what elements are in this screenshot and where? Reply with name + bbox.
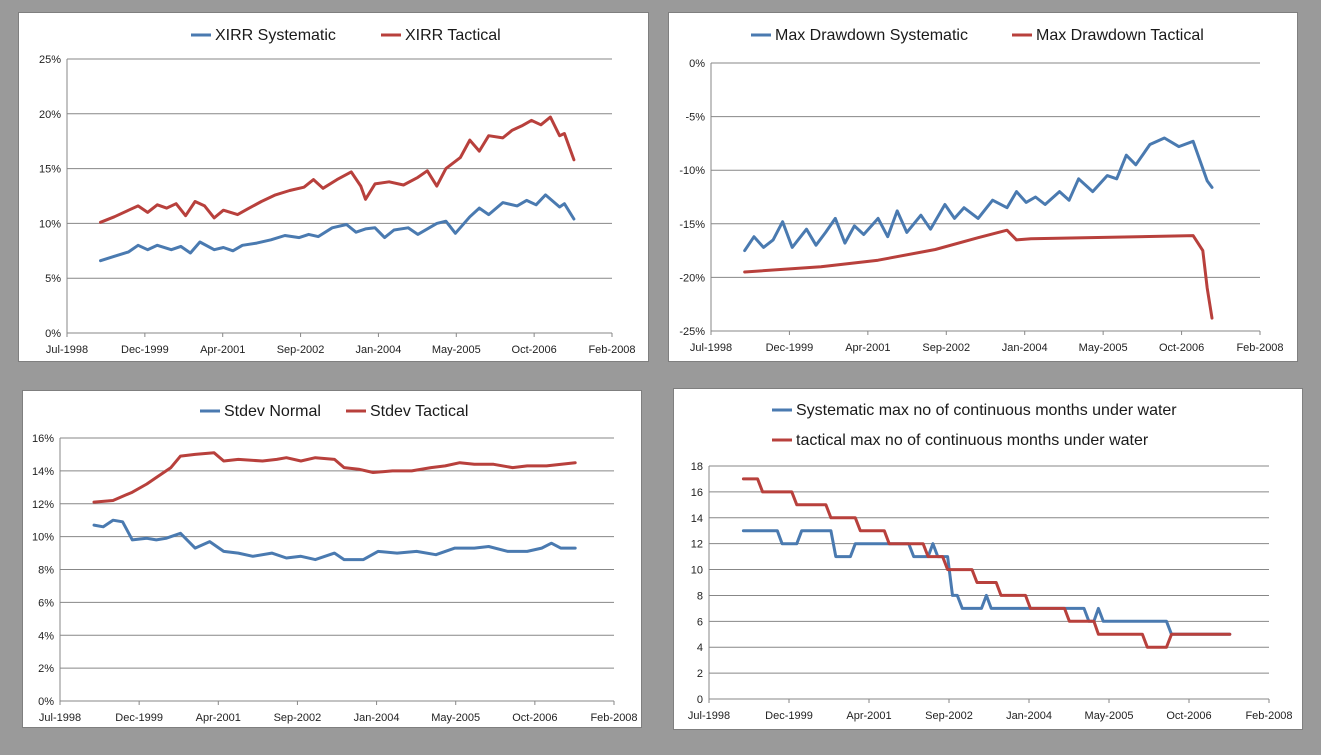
x-tick-label: Jan-2004 xyxy=(354,712,400,724)
y-tick-label: 6% xyxy=(38,597,54,609)
x-tick-label: Feb-2008 xyxy=(1245,710,1292,722)
series-line-tactical-max-no-of-continuous-months-under-water xyxy=(741,477,1232,649)
x-tick-label: May-2005 xyxy=(1085,710,1134,722)
y-tick-label: 4% xyxy=(38,630,54,642)
legend-label: tactical max no of continuous months und… xyxy=(796,432,1149,449)
x-tick-label: Dec-1999 xyxy=(115,712,163,724)
legend-label: Max Drawdown Tactical xyxy=(1036,27,1204,44)
y-tick-label: 14% xyxy=(32,466,54,478)
legend-item-xirr-systematic: XIRR Systematic xyxy=(191,27,336,44)
y-tick-label: 16 xyxy=(691,487,703,499)
y-tick-label: 10% xyxy=(39,218,61,230)
legend-label: XIRR Systematic xyxy=(215,27,336,44)
y-tick-label: 15% xyxy=(39,164,61,176)
chart-panel-xirr: 0% 5% 10% 15% 20% 25% Jul-1998 Dec-1999 Apr-2001… xyxy=(18,12,649,362)
x-tick-label: Jul-1998 xyxy=(688,710,730,722)
y-tick-label: 14 xyxy=(691,513,703,525)
legend-label: Systematic max no of continuous months u… xyxy=(796,402,1177,419)
y-tick-label: 8% xyxy=(38,565,54,577)
x-tick-label: Jan-2004 xyxy=(1002,342,1048,354)
x-tick-label: Dec-1999 xyxy=(766,342,814,354)
legend-item-tactical-max-no-of-continuous-months-under-water: tactical max no of continuous months und… xyxy=(772,432,1149,449)
x-tick-label: Feb-2008 xyxy=(590,712,637,724)
series-line-stdev-tactical xyxy=(92,451,577,504)
y-tick-label: 0 xyxy=(697,694,703,706)
x-tick-label: Dec-1999 xyxy=(121,344,169,356)
chart-svg: 0% 2% 4% 6% 8% 10% 12% 14% 16% Jul-1998 Dec-1999 Ap… xyxy=(32,403,638,724)
y-tick-label: 0% xyxy=(689,58,705,70)
x-tick-label: Apr-2001 xyxy=(196,712,241,724)
chart-svg: 0% -5% -10% -15% -20% -25% Jul-1998 Dec-1999 Apr… xyxy=(679,27,1283,354)
x-tick-label: Apr-2001 xyxy=(846,710,891,722)
y-tick-label: 25% xyxy=(39,54,61,66)
legend-item-stdev-normal: Stdev Normal xyxy=(200,403,321,420)
chart-panel-months-under-water: 0 2 4 6 8 10 12 14 16 18 Jul-1998 Dec-1999 Apr-2001 S… xyxy=(673,388,1303,730)
legend-item-xirr-tactical: XIRR Tactical xyxy=(381,27,501,44)
x-tick-label: Jan-2004 xyxy=(1006,710,1052,722)
series-line-xirr-systematic xyxy=(99,193,576,263)
y-tick-label: -25% xyxy=(679,326,705,338)
y-tick-label: -20% xyxy=(679,272,705,284)
series-line-stdev-normal xyxy=(92,518,577,562)
y-tick-label: 8 xyxy=(697,590,703,602)
legend-label: XIRR Tactical xyxy=(405,27,501,44)
x-tick-label: Sep-2002 xyxy=(922,342,970,354)
legend-item-max-drawdown-systematic: Max Drawdown Systematic xyxy=(751,27,968,44)
x-tick-label: Apr-2001 xyxy=(200,344,245,356)
legend-item-stdev-tactical: Stdev Tactical xyxy=(346,403,468,420)
chart-svg: 0 2 4 6 8 10 12 14 16 18 Jul-1998 Dec-1999 Apr-2001 S… xyxy=(688,402,1293,722)
legend-item-max-drawdown-tactical: Max Drawdown Tactical xyxy=(1012,27,1204,44)
x-tick-label: Oct-2006 xyxy=(512,344,557,356)
legend-label: Max Drawdown Systematic xyxy=(775,27,968,44)
x-tick-label: Dec-1999 xyxy=(765,710,813,722)
y-tick-label: 18 xyxy=(691,461,703,473)
series-line-max-drawdown-tactical xyxy=(743,228,1214,320)
y-tick-label: 6 xyxy=(697,616,703,628)
chart-panel-stdev: 0% 2% 4% 6% 8% 10% 12% 14% 16% Jul-1998 Dec-1999 Ap… xyxy=(22,390,642,728)
series-line-systematic-max-no-of-continuous-months-under-water xyxy=(741,529,1232,636)
x-tick-label: Jan-2004 xyxy=(355,344,401,356)
x-tick-label: Jul-1998 xyxy=(46,344,88,356)
chart-panel-max-drawdown: 0% -5% -10% -15% -20% -25% Jul-1998 Dec-1999 Apr… xyxy=(668,12,1298,362)
y-tick-label: -15% xyxy=(679,219,705,231)
y-tick-label: -10% xyxy=(679,165,705,177)
chart-svg: 0% 5% 10% 15% 20% 25% Jul-1998 Dec-1999 Apr-2001… xyxy=(39,27,636,356)
x-tick-label: Feb-2008 xyxy=(1236,342,1283,354)
x-tick-label: Sep-2002 xyxy=(925,710,973,722)
y-tick-label: 10% xyxy=(32,532,54,544)
legend-item-systematic-max-no-of-continuous-months-under-water: Systematic max no of continuous months u… xyxy=(772,402,1177,419)
series-line-xirr-tactical xyxy=(99,115,576,224)
x-tick-label: Oct-2006 xyxy=(512,712,557,724)
y-tick-label: 2% xyxy=(38,663,54,675)
x-tick-label: Oct-2006 xyxy=(1159,342,1204,354)
x-tick-label: Sep-2002 xyxy=(277,344,325,356)
x-tick-label: May-2005 xyxy=(431,712,480,724)
x-tick-label: May-2005 xyxy=(1079,342,1128,354)
y-tick-label: 16% xyxy=(32,433,54,445)
y-tick-label: 0% xyxy=(45,328,61,340)
y-tick-label: -5% xyxy=(685,112,705,124)
y-tick-label: 20% xyxy=(39,109,61,121)
y-tick-label: 2 xyxy=(697,668,703,680)
x-tick-label: Feb-2008 xyxy=(588,344,635,356)
y-tick-label: 12% xyxy=(32,499,54,511)
x-tick-label: Sep-2002 xyxy=(274,712,322,724)
x-tick-label: Jul-1998 xyxy=(690,342,732,354)
y-tick-label: 10 xyxy=(691,565,703,577)
x-tick-label: Oct-2006 xyxy=(1166,710,1211,722)
x-tick-label: Apr-2001 xyxy=(845,342,890,354)
y-tick-label: 12 xyxy=(691,539,703,551)
series-line-max-drawdown-systematic xyxy=(743,136,1214,253)
x-tick-label: Jul-1998 xyxy=(39,712,81,724)
y-tick-label: 5% xyxy=(45,273,61,285)
y-tick-label: 4 xyxy=(697,642,703,654)
legend-label: Stdev Tactical xyxy=(370,403,468,420)
y-tick-label: 0% xyxy=(38,696,54,708)
legend-label: Stdev Normal xyxy=(224,403,321,420)
x-tick-label: May-2005 xyxy=(432,344,481,356)
